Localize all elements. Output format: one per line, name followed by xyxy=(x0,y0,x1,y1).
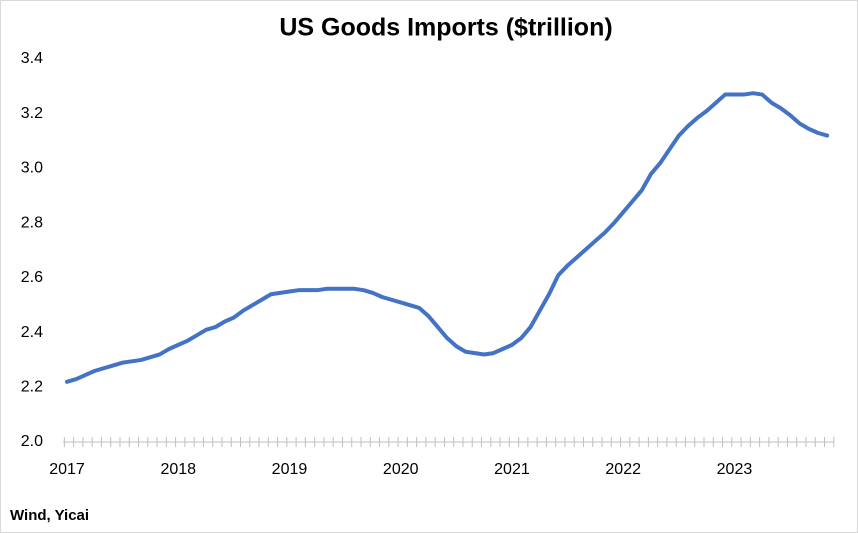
y-tick-label: 2.0 xyxy=(21,433,43,450)
y-tick-label: 2.8 xyxy=(21,214,43,231)
chart-title: US Goods Imports ($trillion) xyxy=(279,14,612,42)
x-tick-label: 2017 xyxy=(49,461,85,478)
source: Wind, Yicai xyxy=(10,507,89,524)
y-tick-label: 3.0 xyxy=(21,160,43,177)
y-tick-label: 3.2 xyxy=(21,105,43,122)
y-tick-label: 3.4 xyxy=(21,50,43,67)
x-tick-label: 2020 xyxy=(383,461,419,478)
x-tick-label: 2023 xyxy=(717,461,753,478)
x-tick-label: 2021 xyxy=(494,461,530,478)
x-tick-label: 2019 xyxy=(272,461,308,478)
data-line xyxy=(65,91,830,384)
y-tick-label: 2.2 xyxy=(21,379,43,396)
y-tick-label: 2.6 xyxy=(21,269,43,286)
x-tick-label: 2022 xyxy=(605,461,641,478)
y-tick-label: 2.4 xyxy=(21,324,43,341)
x-tick-label: 2018 xyxy=(160,461,196,478)
